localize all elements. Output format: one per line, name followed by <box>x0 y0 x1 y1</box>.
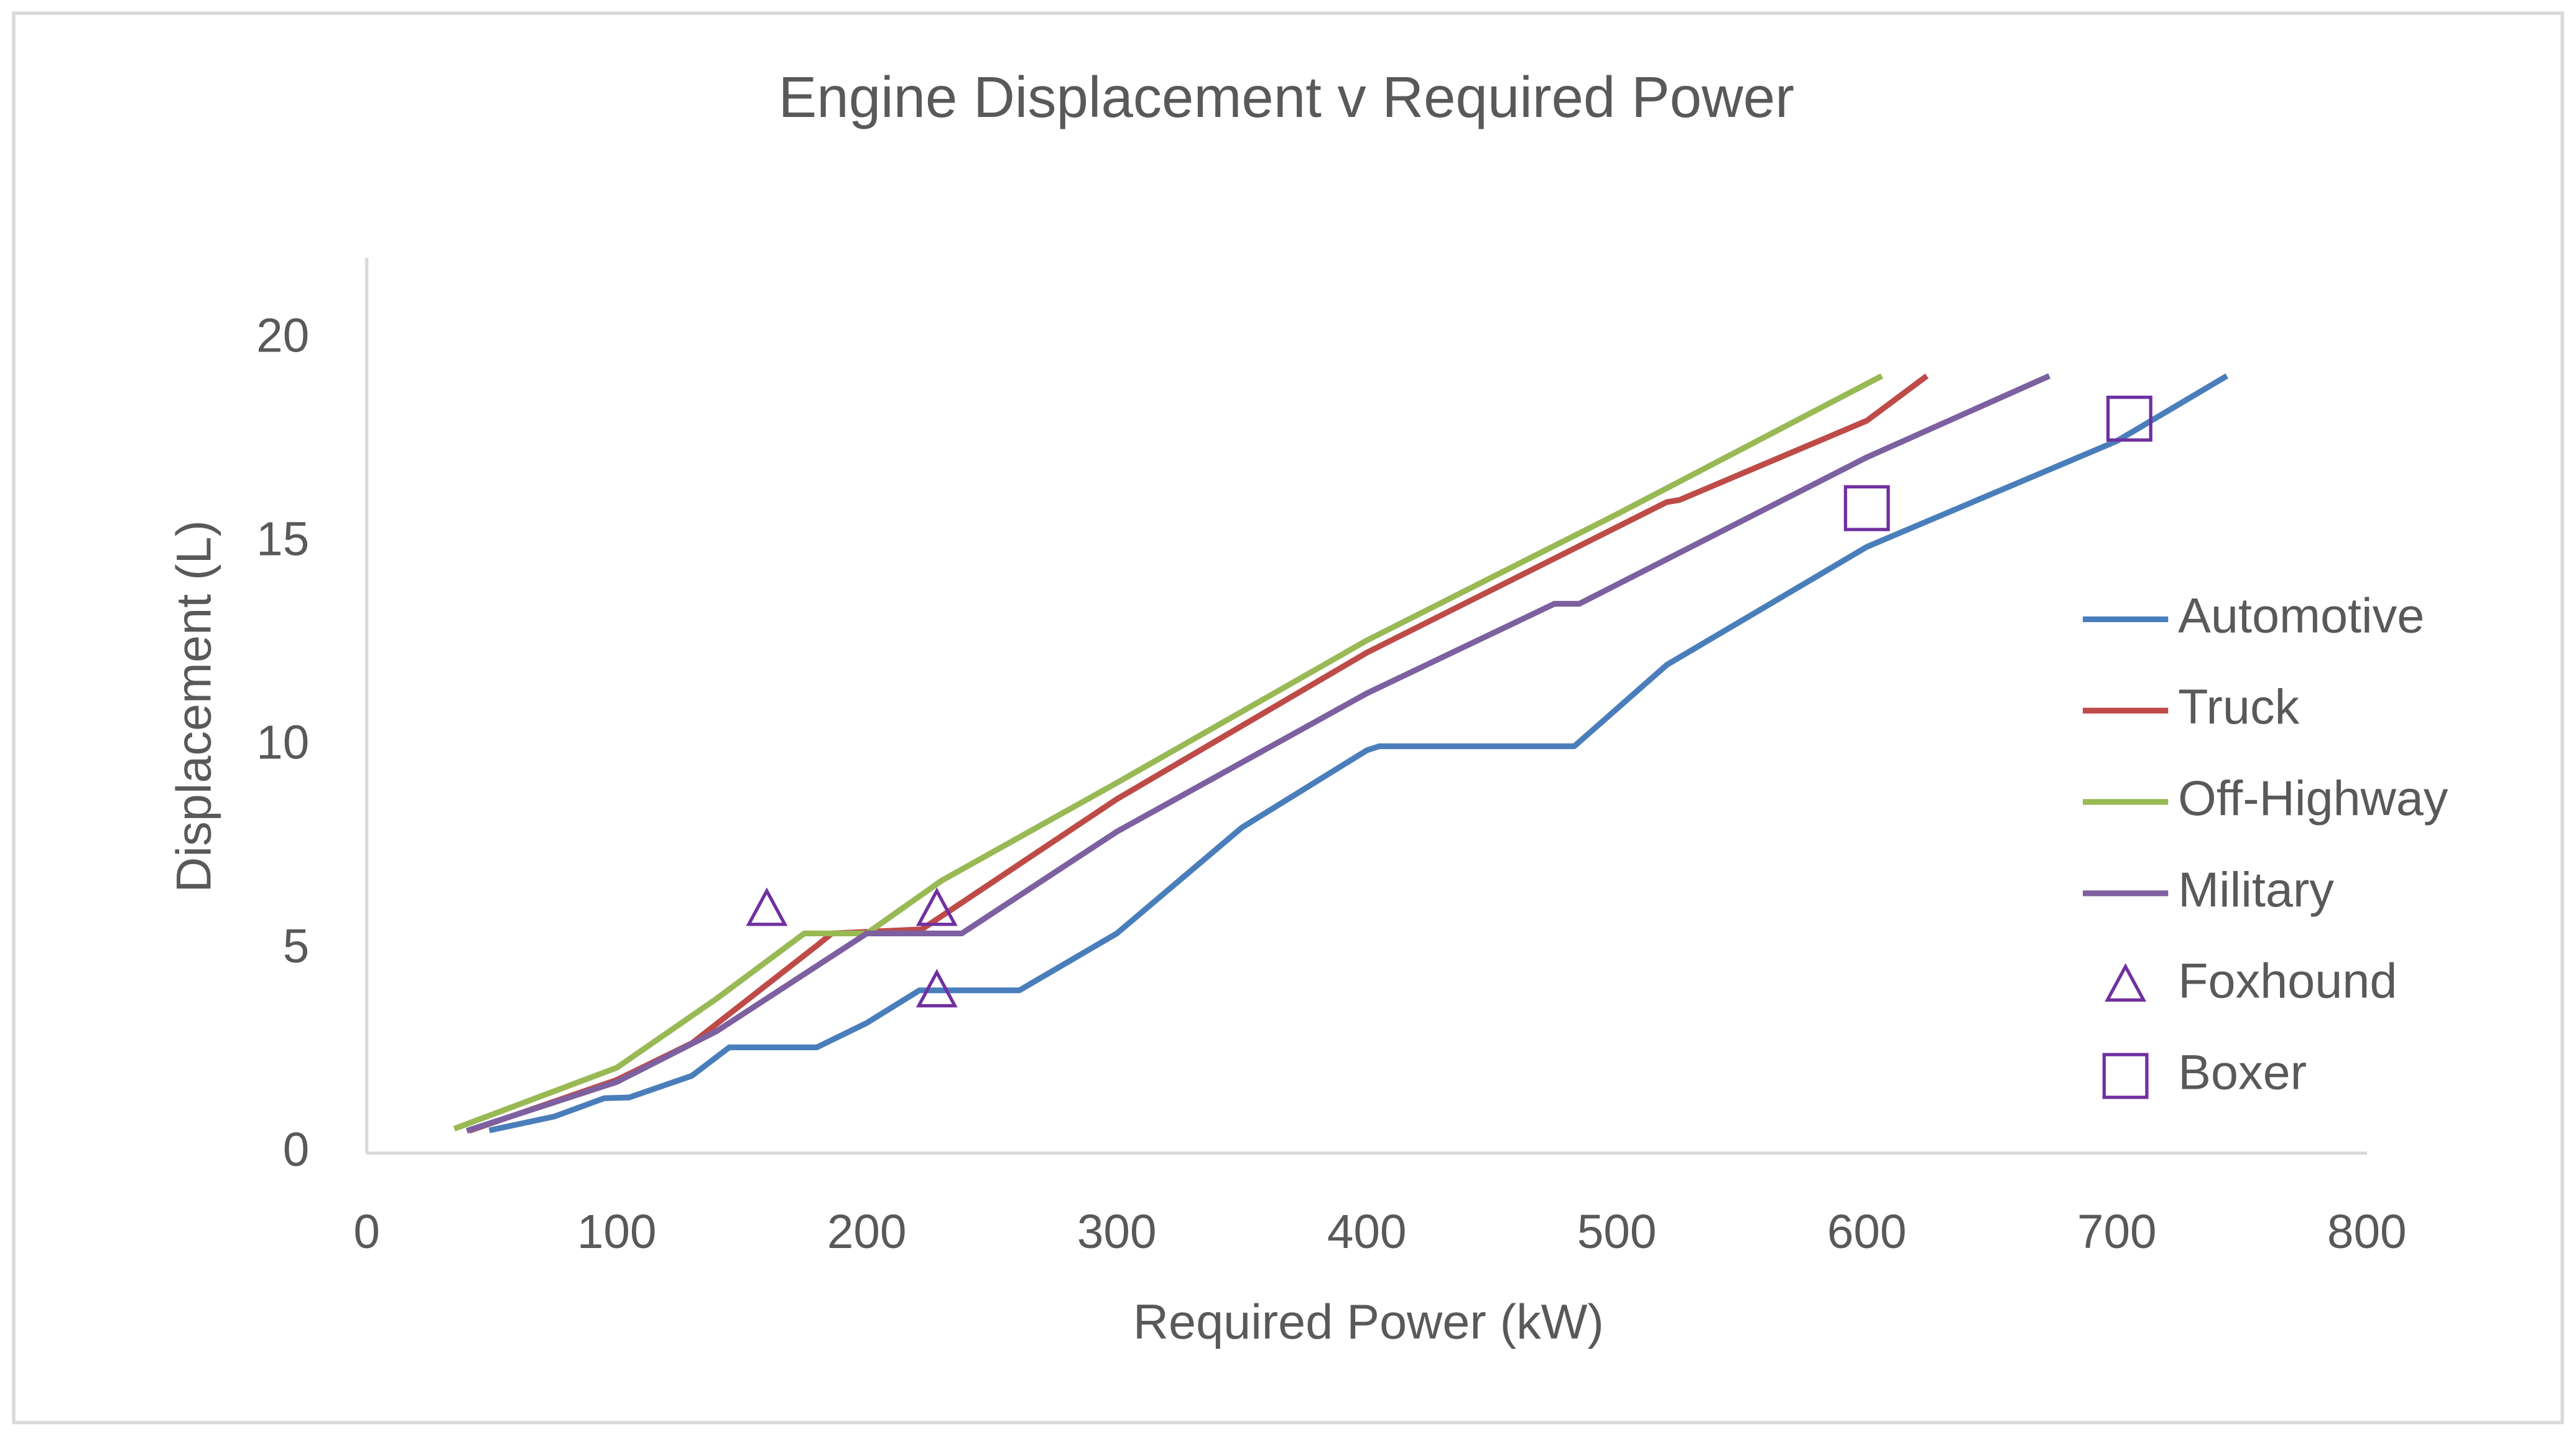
legend-label: Truck <box>2178 679 2299 734</box>
triangle-marker <box>915 969 958 1008</box>
triangle-marker <box>746 887 788 926</box>
x-tick-label: 700 <box>2077 1206 2157 1259</box>
series-line <box>453 373 1884 1132</box>
x-tick-label: 200 <box>827 1206 907 1259</box>
series-line <box>488 373 2228 1134</box>
chart-border <box>12 11 2564 1425</box>
chart-title: Engine Displacement v Required Power <box>779 65 1794 129</box>
x-tick-label: 400 <box>1327 1206 1407 1259</box>
y-tick-label: 5 <box>283 920 310 973</box>
square-marker <box>1843 485 1890 531</box>
x-tick-label: 500 <box>1577 1206 1657 1259</box>
square-marker <box>2106 395 2152 442</box>
series-line <box>466 373 2051 1134</box>
x-tick-label: 300 <box>1077 1206 1157 1259</box>
y-axis-title: Displacement (L) <box>166 520 221 893</box>
triangle-marker <box>915 887 958 926</box>
y-tick-label: 15 <box>256 513 309 566</box>
x-axis-title: Required Power (kW) <box>1133 1294 1604 1349</box>
y-tick-label: 0 <box>283 1124 310 1176</box>
x-tick-label: 100 <box>577 1206 657 1259</box>
x-tick-label: 600 <box>1827 1206 1907 1259</box>
legend-label: Boxer <box>2178 1044 2307 1099</box>
legend-label: Military <box>2178 862 2334 917</box>
x-tick-label: 0 <box>353 1206 380 1259</box>
y-tick-label: 20 <box>256 310 309 363</box>
legend-label: Off-Highway <box>2178 770 2449 826</box>
legend-swatch <box>2105 963 2147 1002</box>
x-tick-label: 800 <box>2327 1206 2407 1259</box>
y-tick-label: 10 <box>256 717 309 770</box>
legend-swatch <box>2102 1053 2149 1099</box>
legend-label: Foxhound <box>2178 953 2397 1008</box>
legend-label: Automotive <box>2178 587 2424 643</box>
